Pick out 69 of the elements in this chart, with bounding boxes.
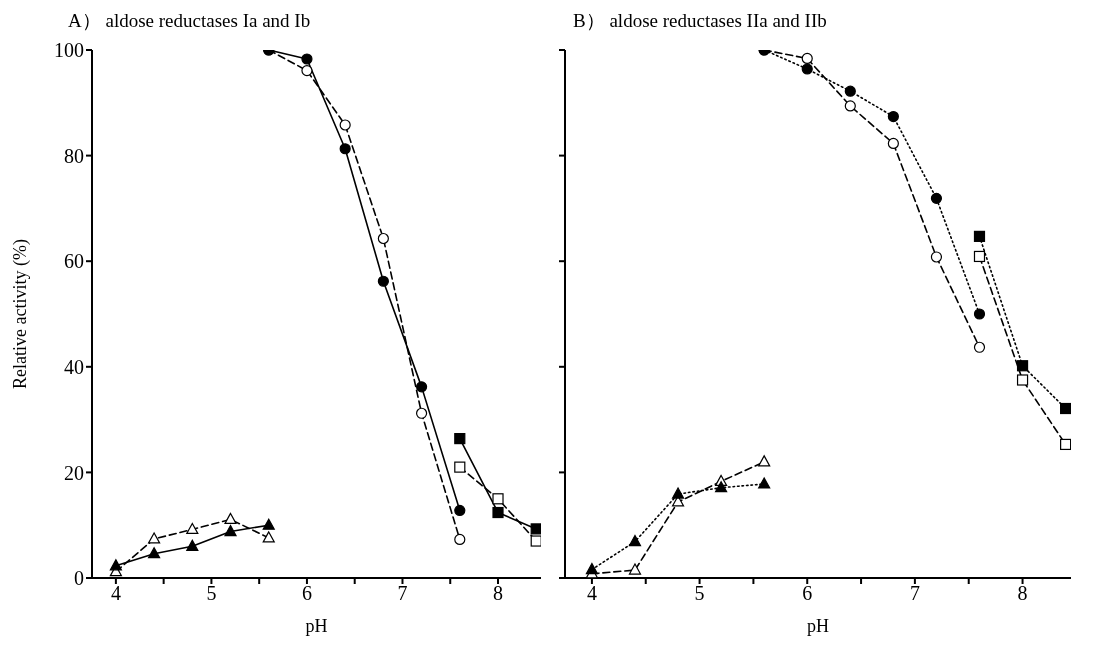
- point: [801, 52, 813, 65]
- x-tick-label: 8: [1017, 582, 1028, 605]
- point: [585, 562, 599, 575]
- point: [671, 487, 685, 499]
- x-axis-title: pH: [807, 616, 829, 636]
- point: [339, 143, 351, 155]
- x-tick-label: 6: [802, 582, 813, 605]
- point: [148, 547, 161, 559]
- point: [1016, 360, 1029, 372]
- y-tick-label: 100: [54, 39, 84, 62]
- chart-title: A） aldose reductases Ia and Ib: [67, 9, 312, 33]
- point: [628, 563, 642, 575]
- chart-title: B） aldose reductases IIa and IIb: [572, 9, 828, 33]
- point: [301, 64, 313, 77]
- point: [109, 559, 122, 571]
- point: [377, 275, 389, 287]
- y-tick-label: 40: [64, 355, 84, 378]
- point: [530, 535, 541, 547]
- x-tick-label: 6: [301, 582, 312, 605]
- y-tick-label: 60: [64, 250, 84, 273]
- point: [973, 341, 986, 353]
- point: [454, 461, 466, 473]
- x-tick-label: 5: [206, 582, 217, 605]
- point: [492, 493, 504, 505]
- point: [148, 532, 161, 544]
- point: [186, 539, 199, 551]
- point: [628, 534, 642, 547]
- y-axis-title: Relative activity (%): [10, 239, 32, 389]
- point: [973, 230, 986, 242]
- point: [530, 523, 541, 535]
- point: [930, 251, 943, 263]
- point: [224, 512, 237, 524]
- point: [492, 506, 504, 519]
- point: [973, 250, 986, 263]
- point: [339, 119, 351, 131]
- point: [454, 533, 466, 546]
- point: [415, 381, 428, 393]
- x-tick-label: 5: [694, 582, 705, 605]
- point: [1060, 402, 1071, 415]
- point: [186, 522, 199, 535]
- point: [377, 232, 389, 245]
- point: [301, 53, 313, 65]
- point: [801, 63, 813, 75]
- x-tick-label: 8: [493, 582, 504, 605]
- x-tick-label: 4: [586, 582, 597, 605]
- y-tick-label: 20: [64, 461, 84, 484]
- point: [844, 85, 856, 97]
- point: [887, 110, 899, 123]
- point: [1060, 438, 1071, 451]
- point: [930, 192, 943, 204]
- point: [715, 481, 728, 493]
- point: [887, 137, 899, 150]
- point: [758, 455, 771, 467]
- x-tick-label: 7: [909, 582, 920, 605]
- point: [844, 100, 856, 112]
- point: [262, 531, 275, 543]
- point: [415, 407, 428, 419]
- point: [1016, 374, 1029, 386]
- x-tick-label: 7: [397, 582, 408, 605]
- x-axis-title: pH: [305, 616, 328, 636]
- y-tick-label: 80: [64, 144, 84, 167]
- point: [224, 524, 237, 537]
- x-tick-label: 4: [110, 582, 121, 605]
- y-tick-label: 0: [74, 567, 84, 590]
- point: [454, 504, 466, 517]
- point: [973, 308, 986, 320]
- point: [454, 433, 466, 445]
- point: [758, 477, 771, 489]
- point: [262, 518, 275, 530]
